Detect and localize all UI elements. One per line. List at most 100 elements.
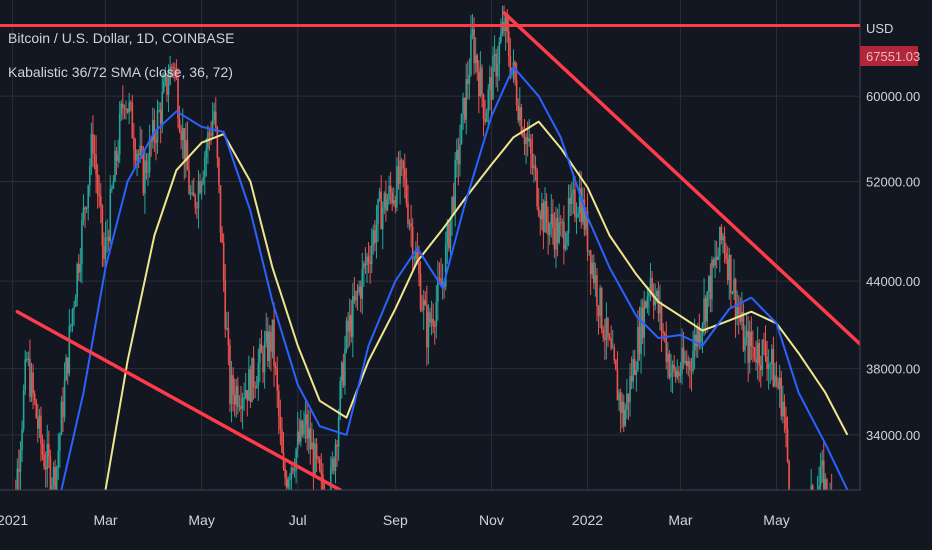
candle-body	[370, 245, 373, 265]
candle-body	[353, 296, 356, 301]
candle-body	[266, 331, 269, 361]
candle-body	[563, 221, 565, 249]
candle-body	[421, 309, 423, 311]
candle-body	[635, 370, 638, 375]
candle-body	[611, 347, 614, 349]
candle-body	[734, 279, 737, 318]
candle-body	[235, 386, 238, 405]
candle-body	[340, 362, 343, 382]
candle-body	[192, 192, 195, 197]
candle-body	[125, 108, 127, 110]
candle-body	[175, 69, 178, 79]
candle-body	[597, 306, 600, 317]
candle-body	[380, 191, 382, 230]
candle-body	[459, 144, 461, 165]
candle-body	[533, 165, 535, 169]
candle-body	[128, 102, 130, 113]
candle-body	[167, 84, 170, 95]
candle-body	[581, 199, 584, 223]
candle-body	[542, 202, 545, 233]
candle-body	[114, 150, 116, 182]
candle-body	[238, 405, 241, 407]
candle-body	[71, 309, 74, 325]
candle-body	[780, 377, 783, 417]
candle-body	[347, 320, 349, 332]
candle-body	[63, 380, 66, 418]
candle-body	[77, 264, 80, 273]
candle-body	[181, 128, 184, 141]
trend-lines	[15, 11, 862, 492]
candle-body	[775, 375, 778, 382]
candle-body	[273, 319, 275, 367]
candle-body	[213, 111, 216, 121]
candle-body	[315, 443, 318, 459]
candle-body	[619, 392, 622, 413]
candle-body	[402, 161, 405, 169]
time-tick-label: Nov	[479, 512, 504, 528]
price-tick-label: 52000.00	[866, 175, 920, 190]
candle-body	[438, 278, 441, 280]
candle-body	[684, 360, 686, 363]
candle-body	[758, 343, 760, 366]
price-axis-ticks: 34000.00 38000.00 44000.00 52000.00 60000.00	[866, 89, 920, 443]
candle-body	[698, 326, 701, 343]
candle-body	[51, 485, 53, 491]
candle-body	[356, 291, 359, 293]
candle-body	[750, 331, 753, 347]
price-tick-label: 34000.00	[866, 428, 920, 443]
candle-body	[607, 317, 609, 337]
candle-body	[41, 443, 44, 455]
candle-body	[276, 367, 279, 391]
candle-body	[263, 342, 266, 373]
candle-body	[388, 185, 390, 200]
candle-body	[378, 191, 381, 200]
candle-body	[408, 223, 411, 225]
candle-body	[485, 112, 488, 123]
candle-body	[558, 222, 560, 243]
candle-body	[753, 347, 756, 359]
candle-body	[662, 331, 664, 334]
candle-body	[643, 301, 646, 338]
candle-body	[550, 214, 553, 225]
candle-body	[514, 61, 516, 80]
candle-body	[289, 479, 291, 481]
candle-body	[372, 230, 375, 246]
candle-body	[405, 178, 408, 203]
candle-body	[147, 171, 149, 173]
candle-body	[717, 255, 720, 260]
candle-body	[161, 91, 164, 124]
candle-body	[322, 474, 324, 497]
candle-body	[567, 197, 570, 234]
candle-body	[522, 133, 524, 137]
candle-body	[426, 304, 428, 348]
candle-body	[566, 233, 568, 245]
candle-body	[295, 449, 297, 471]
candle-body	[755, 358, 757, 363]
candle-body	[155, 139, 157, 143]
candle-body	[437, 278, 439, 302]
candle-body	[292, 467, 294, 471]
candle-body	[218, 158, 220, 186]
candle-body	[312, 442, 315, 475]
candle-body	[507, 31, 510, 57]
candle-body	[150, 139, 153, 142]
candle-body	[495, 53, 497, 77]
candle-body	[487, 89, 490, 113]
candle-body	[355, 291, 357, 301]
candle-body	[129, 102, 132, 104]
candle-body	[481, 67, 483, 95]
candle-body	[407, 202, 409, 224]
candle-body	[515, 79, 518, 106]
time-tick-label: May	[763, 512, 789, 528]
candle-body	[40, 415, 42, 444]
candle-body	[52, 467, 55, 486]
candle-body	[665, 335, 668, 362]
candle-body	[24, 359, 27, 391]
candle-body	[696, 326, 699, 347]
candle-body	[106, 237, 108, 239]
candle-body	[122, 103, 124, 108]
candle-body	[690, 369, 693, 372]
candle-body	[153, 120, 156, 140]
